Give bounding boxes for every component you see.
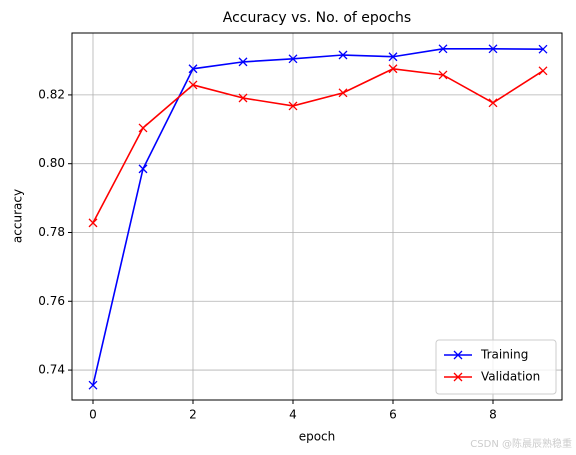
- x-axis-label: epoch: [299, 430, 336, 444]
- x-tick-label: 2: [189, 408, 197, 422]
- legend-marker: [453, 350, 463, 360]
- legend-label: Validation: [481, 370, 540, 384]
- marker: [388, 64, 398, 74]
- marker: [488, 98, 498, 108]
- marker: [338, 88, 348, 98]
- y-tick-label: 0.78: [38, 225, 65, 239]
- marker: [488, 44, 498, 54]
- legend-label: Training: [480, 348, 528, 362]
- marker: [388, 52, 398, 62]
- watermark: CSDN @陈晨辰熟稳重: [470, 437, 572, 450]
- legend-box: [435, 339, 557, 395]
- y-tick-label: 0.76: [38, 294, 65, 308]
- y-tick-label: 0.80: [38, 156, 65, 170]
- y-tick-label: 0.82: [38, 87, 65, 101]
- x-tick-label: 0: [89, 408, 97, 422]
- marker: [88, 218, 98, 228]
- marker: [238, 57, 248, 67]
- legend-marker: [453, 372, 463, 382]
- marker: [538, 44, 548, 54]
- marker: [538, 66, 548, 76]
- x-tick-label: 4: [289, 408, 297, 422]
- marker: [138, 123, 148, 133]
- marker: [238, 93, 248, 103]
- marker: [188, 80, 198, 90]
- data-line: [92, 48, 544, 386]
- marker: [288, 101, 298, 111]
- marker: [138, 164, 148, 174]
- y-axis-label: accuracy: [11, 189, 25, 243]
- marker: [338, 50, 348, 60]
- x-tick-label: 8: [489, 408, 497, 422]
- x-tick-label: 6: [389, 408, 397, 422]
- y-tick-label: 0.74: [38, 363, 65, 377]
- plot-frame: [71, 32, 563, 401]
- data-line: [92, 67, 544, 224]
- marker: [88, 380, 98, 390]
- marker: [188, 64, 198, 74]
- marker: [438, 44, 448, 54]
- chart-title: Accuracy vs. No. of epochs: [223, 10, 411, 26]
- marker: [438, 70, 448, 80]
- marker: [288, 54, 298, 64]
